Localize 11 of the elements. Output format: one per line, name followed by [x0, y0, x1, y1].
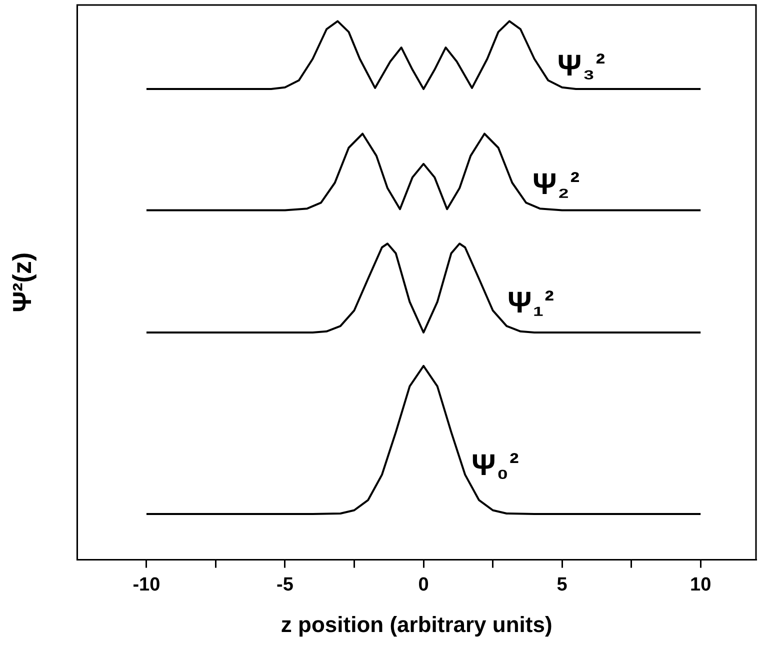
series-label: Ψ₀² [472, 447, 519, 484]
x-axis-title: z position (arbitrary units) [280, 612, 552, 637]
x-tick-label: 0 [418, 574, 429, 596]
series-label: Ψ₂² [532, 166, 580, 203]
x-tick-label: 10 [690, 574, 712, 596]
y-axis-title: Ψ²(z) [6, 252, 37, 312]
series-label: Ψ₃² [557, 48, 606, 84]
x-tick-label: -5 [276, 574, 294, 596]
x-tick-label: 5 [556, 574, 568, 596]
series-label: Ψ₁² [508, 284, 554, 322]
x-tick-label: -10 [132, 574, 160, 596]
